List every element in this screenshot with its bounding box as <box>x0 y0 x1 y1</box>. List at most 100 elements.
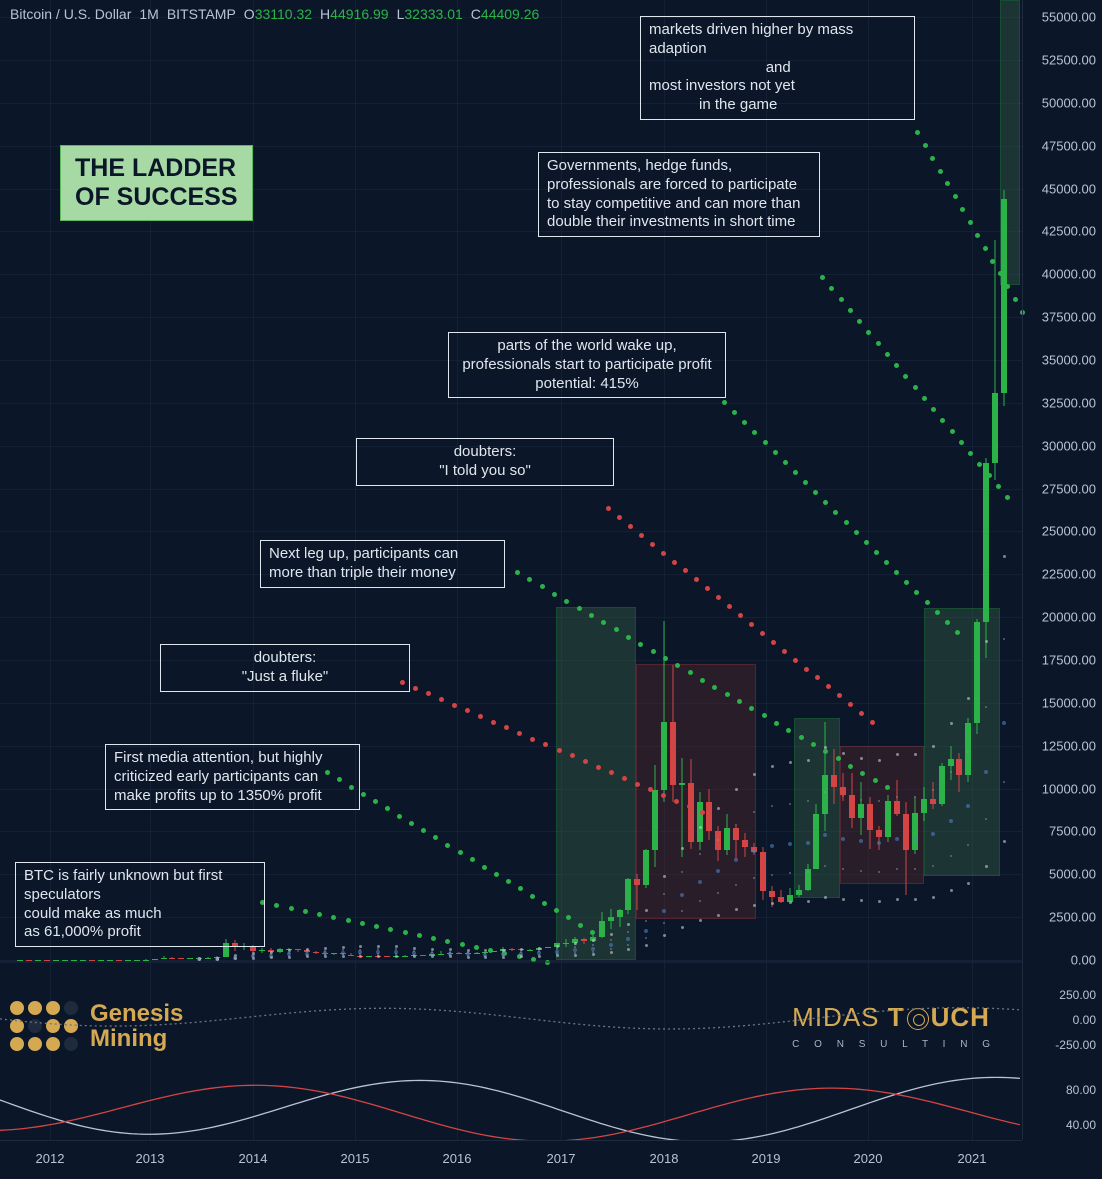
y-tick-label: 52500.00 <box>1042 53 1096 68</box>
candle <box>733 826 739 859</box>
candle <box>474 952 480 953</box>
candle <box>939 763 945 806</box>
candle <box>867 797 873 848</box>
candle <box>169 957 175 958</box>
candle <box>527 949 533 950</box>
candle <box>625 878 631 914</box>
candle <box>661 621 667 803</box>
y-tick-label: 12500.00 <box>1042 738 1096 753</box>
sub-y-tick: -250.00 <box>1055 1038 1096 1052</box>
candle <box>331 953 337 955</box>
y-tick-label: 27500.00 <box>1042 481 1096 496</box>
ohlc-low: 32333.01 <box>404 6 462 22</box>
candle <box>545 947 551 948</box>
y-tick-label: 30000.00 <box>1042 438 1096 453</box>
exchange: BITSTAMP <box>167 6 236 22</box>
y-tick-label: 40000.00 <box>1042 267 1096 282</box>
ohlc-open: 33110.32 <box>255 6 312 22</box>
annotation-box: Next leg up, participants can more than … <box>260 540 505 588</box>
title-box: THE LADDER OF SUCCESS <box>60 145 253 221</box>
annotation-box: doubters: "Just a fluke" <box>160 644 410 692</box>
x-tick-label: 2013 <box>136 1151 165 1166</box>
candle <box>634 874 640 910</box>
y-tick-label: 45000.00 <box>1042 181 1096 196</box>
y-tick-label: 10000.00 <box>1042 781 1096 796</box>
annotation-box: parts of the world wake up, professional… <box>448 332 726 398</box>
candle <box>715 826 721 860</box>
x-axis: 2012201320142015201620172018201920202021 <box>0 1140 1022 1179</box>
y-axis: 0.00 2500.00 5000.00 7500.00 10000.00 12500.0… <box>1022 0 1102 1140</box>
y-tick-label: 47500.00 <box>1042 138 1096 153</box>
candle <box>205 957 211 958</box>
candle <box>1001 190 1007 406</box>
candle <box>420 955 426 956</box>
candle <box>348 953 354 956</box>
candle <box>956 753 962 792</box>
y-tick-label: 55000.00 <box>1042 10 1096 25</box>
annotation-box: Governments, hedge funds, professionals … <box>538 152 820 237</box>
symbol-header: Bitcoin / U.S. Dollar 1M BITSTAMP O33110… <box>10 6 539 22</box>
y-tick-label: 2500.00 <box>1049 910 1096 925</box>
sub-y-tick: 80.00 <box>1066 1083 1096 1097</box>
candle <box>849 773 855 828</box>
candle <box>384 956 390 957</box>
candle <box>178 958 184 959</box>
candle <box>706 789 712 840</box>
x-tick-label: 2019 <box>752 1151 781 1166</box>
candle <box>948 746 954 780</box>
candle <box>992 240 998 480</box>
y-tick-label: 25000.00 <box>1042 524 1096 539</box>
sub-y-tick: 0.00 <box>1073 1013 1096 1027</box>
annotation-box: BTC is fairly unknown but first speculat… <box>15 862 265 947</box>
candle <box>894 780 900 816</box>
annotation-box: First media attention, but highly critic… <box>105 744 360 810</box>
ohlc-high: 44916.99 <box>330 6 388 22</box>
y-tick-label: 0.00 <box>1071 953 1096 968</box>
candle <box>876 826 882 850</box>
symbol-name: Bitcoin / U.S. Dollar <box>10 6 131 22</box>
title-line1: THE LADDER <box>75 154 238 183</box>
indicator-panel <box>0 960 1022 1140</box>
candle <box>796 885 802 897</box>
candle <box>402 955 408 956</box>
x-tick-label: 2017 <box>547 1151 576 1166</box>
candle <box>456 952 462 954</box>
y-tick-label: 35000.00 <box>1042 353 1096 368</box>
candle <box>670 665 676 802</box>
sub-y-tick: 40.00 <box>1066 1118 1096 1132</box>
candle <box>885 795 891 841</box>
x-tick-label: 2016 <box>443 1151 472 1166</box>
y-tick-label: 37500.00 <box>1042 310 1096 325</box>
candle <box>903 802 909 895</box>
candle <box>187 958 193 959</box>
candle <box>858 782 864 835</box>
candle <box>643 849 649 888</box>
y-tick-label: 17500.00 <box>1042 653 1096 668</box>
candle <box>259 948 265 953</box>
highlight-zone <box>556 607 636 960</box>
y-tick-label: 5000.00 <box>1049 867 1096 882</box>
candle <box>277 948 283 953</box>
candle <box>965 718 971 781</box>
candle <box>438 951 444 955</box>
sub-y-tick: 250.00 <box>1059 988 1096 1002</box>
candle <box>161 956 167 960</box>
y-tick-label: 7500.00 <box>1049 824 1096 839</box>
x-tick-label: 2012 <box>36 1151 65 1166</box>
interval: 1M <box>139 6 158 22</box>
candle <box>813 804 819 869</box>
x-tick-label: 2021 <box>958 1151 987 1166</box>
candle <box>679 758 685 857</box>
candle <box>366 956 372 957</box>
candle <box>563 939 569 946</box>
candle <box>652 765 658 868</box>
candle <box>805 864 811 891</box>
x-tick-label: 2014 <box>239 1151 268 1166</box>
candle <box>697 792 703 850</box>
y-tick-label: 20000.00 <box>1042 610 1096 625</box>
candle <box>822 722 828 832</box>
x-tick-label: 2020 <box>854 1151 883 1166</box>
candle <box>742 833 748 857</box>
y-tick-label: 22500.00 <box>1042 567 1096 582</box>
candle <box>760 847 766 900</box>
